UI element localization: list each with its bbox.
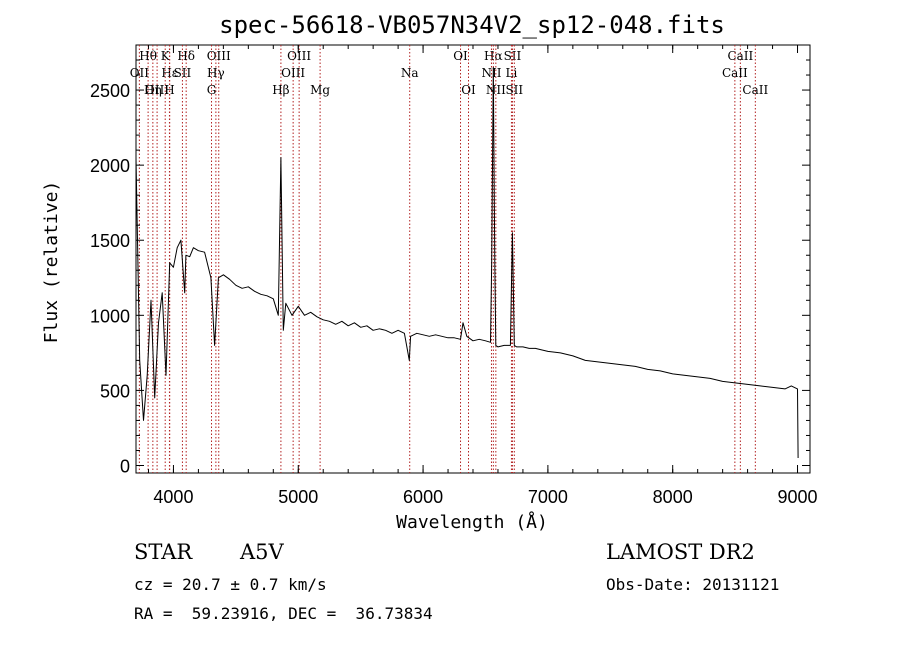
- x-tick-label: 8000: [653, 487, 693, 507]
- x-tick-label: 4000: [153, 487, 193, 507]
- line-label-13: OIII: [281, 66, 305, 80]
- x-tick-label: 7000: [528, 487, 568, 507]
- line-label-23: Li: [506, 66, 518, 80]
- survey-name: LAMOST DR2: [606, 540, 755, 564]
- line-label-27: CaII: [742, 83, 768, 97]
- y-axis: 0 500 1000 1500 2000 2500: [90, 59, 810, 476]
- x-tick-label: 9000: [777, 487, 817, 507]
- y-tick-label: 2000: [90, 156, 130, 176]
- line-label-21: NII: [486, 83, 506, 97]
- line-label-0: Hθ: [139, 49, 157, 63]
- y-tick-label: 500: [100, 381, 130, 401]
- y-tick-label: 1500: [90, 231, 130, 251]
- y-tick-label: 0: [120, 456, 130, 476]
- spectrum-line: [135, 67, 799, 459]
- line-label-4: Hη: [144, 83, 162, 97]
- line-label-6: H: [164, 83, 174, 97]
- chart-title: spec-56618-VB057N34V2_sp12-048.fits: [219, 11, 725, 39]
- x-tick-label: 5000: [278, 487, 318, 507]
- line-label-10: Hγ: [207, 66, 225, 80]
- object-subclass: A5V: [240, 540, 284, 564]
- line-label-2: OIII: [145, 83, 169, 97]
- spectrum-series: [135, 67, 799, 459]
- line-label-14: OIII: [287, 49, 311, 63]
- line-label-11: G: [207, 83, 217, 97]
- line-label-25: CaII: [727, 49, 753, 63]
- x-axis: 4000 5000 6000 7000 8000 9000: [147, 45, 818, 507]
- line-label-5: K: [161, 49, 171, 63]
- line-label-9: OIII: [207, 49, 231, 63]
- line-label-17: OI: [453, 49, 468, 63]
- plot-frame: [135, 44, 811, 474]
- line-label-19: Hα: [484, 49, 503, 63]
- y-tick-label: 1000: [90, 306, 130, 326]
- x-axis-label: Wavelength (Å): [396, 511, 548, 533]
- redshift-cz: cz = 20.7 ± 0.7 km/s: [134, 575, 327, 594]
- coordinates: RA = 59.23916, DEC = 36.73834: [134, 604, 433, 623]
- y-axis-label: Flux (relative): [41, 181, 62, 344]
- line-label-18: OI: [461, 83, 476, 97]
- line-label-12: Hβ: [272, 83, 289, 97]
- obs-date: Obs-Date: 20131121: [606, 575, 780, 594]
- line-label-1: OII: [130, 66, 150, 80]
- line-label-15: Mg: [310, 83, 330, 97]
- line-label-16: Na: [401, 66, 419, 80]
- y-tick-label: 2500: [90, 81, 130, 101]
- line-label-8: SII: [174, 66, 192, 80]
- line-label-26: CaII: [722, 66, 748, 80]
- line-label-7: Hδ: [177, 49, 195, 63]
- object-class: STAR: [134, 540, 193, 564]
- line-label-24: SII: [505, 83, 523, 97]
- line-label-20: NII: [481, 66, 501, 80]
- x-tick-label: 6000: [403, 487, 443, 507]
- line-label-22: SII: [504, 49, 522, 63]
